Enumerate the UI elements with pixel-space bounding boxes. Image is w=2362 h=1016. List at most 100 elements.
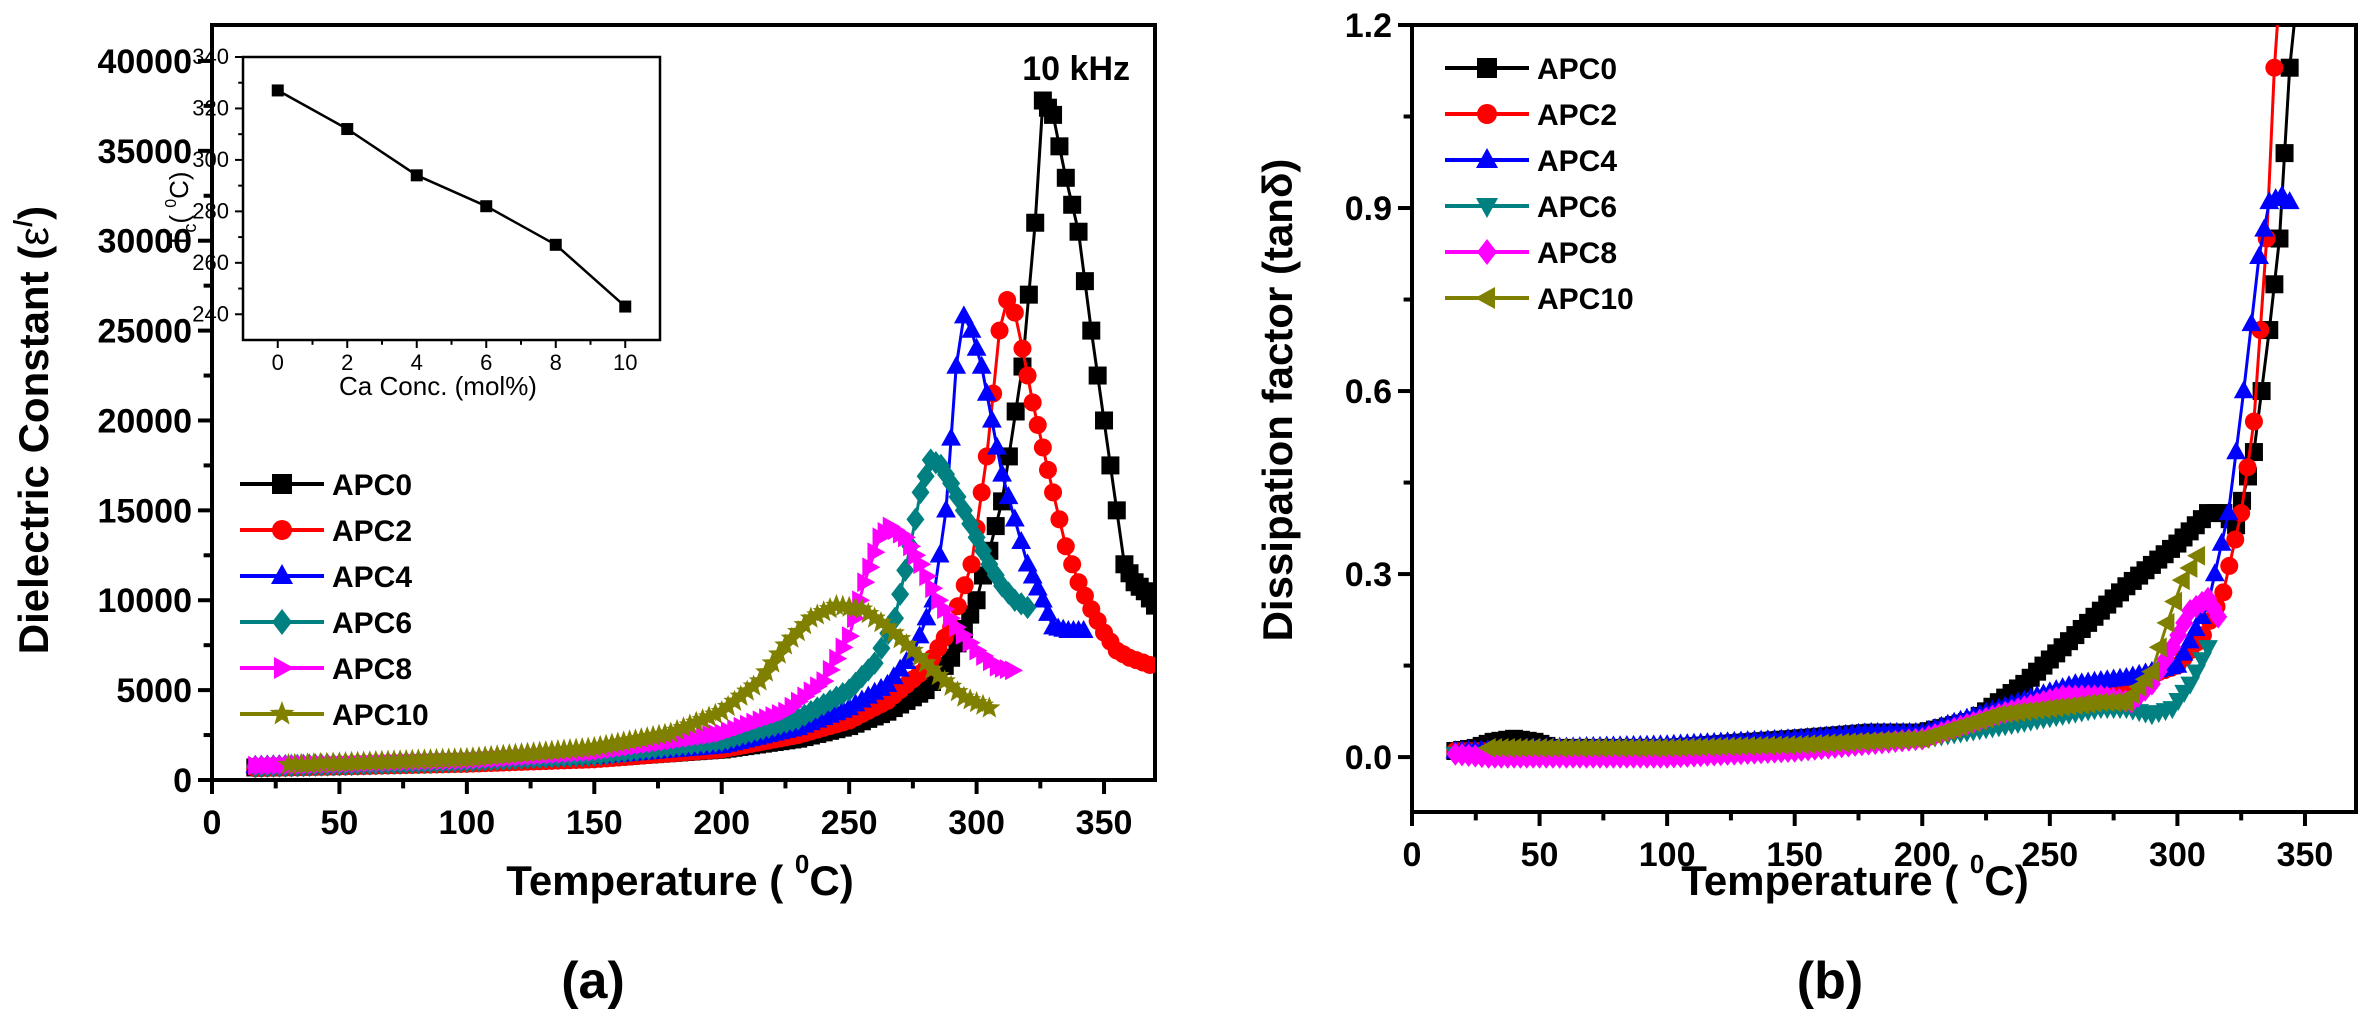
data-point [691,708,714,730]
data-point [2179,630,2200,649]
data-point [2249,246,2269,265]
data-point [827,685,846,710]
data-point [1146,596,1155,615]
data-point [410,169,423,182]
legend-item-apc6: APC6 [240,607,412,640]
legend-label: APC8 [1537,237,1617,270]
panel-b-caption: (b) [1797,952,1863,1010]
legend-marker [272,520,292,540]
inset-plot-area [241,55,662,342]
data-point [789,707,808,731]
data-point [816,671,835,692]
data-point [2198,640,2218,659]
data-point [723,689,746,711]
data-point [2233,380,2254,399]
legend-marker [1476,148,1498,168]
data-point [795,703,814,727]
inset-y-axis-title: Tc( 0C) [163,171,200,248]
data-point [480,200,493,213]
data-point [729,684,752,706]
y-tick-label: 0.3 [1345,556,1392,594]
y-tick-label: 0.0 [1345,739,1392,777]
data-point [1005,303,1024,322]
data-point [678,713,701,735]
data-point [659,721,682,743]
data-point [697,705,721,727]
legend-marker [1475,287,1495,309]
data-point [971,355,992,374]
x-tick-label: 350 [2277,836,2334,874]
data-point [998,486,1019,505]
legend-label: APC10 [332,699,429,732]
y-tick-label: 35000 [97,133,192,171]
data-point [927,664,950,686]
panel-a-series [245,91,1155,779]
data-point [990,321,1009,340]
x-tick-label: 0 [203,804,222,842]
data-point [987,436,1007,455]
data-point [1028,415,1047,434]
x-tick-label: 150 [1766,836,1823,874]
y-tick-label: 300 [192,147,229,172]
legend-label: APC0 [1537,53,1617,86]
y-tick-label: 240 [192,301,229,326]
data-point [2275,144,2294,163]
data-point [2280,58,2299,77]
panel-b-axes: 0 50 100 150 200 250 300 350 0.0 0.3 0.6 0.9 1.2 [1345,7,2334,874]
data-point [986,517,1005,536]
data-point [787,620,810,642]
legend-marker [272,474,292,494]
data-point [710,700,733,722]
data-point [916,607,937,626]
panel-a-x-axis-title: Temperature ( 0C) [506,849,853,904]
data-point [672,716,695,738]
data-point [908,645,931,667]
data-point [908,545,927,566]
data-point [895,633,918,655]
panel-a-axes: 0 50 100 150 200 250 300 3500500010000150002000… [97,43,1132,842]
data-point [2288,0,2306,3]
data-point [2181,598,2200,623]
data-point [1063,555,1082,574]
data-point [2187,545,2206,566]
data-point [981,409,1002,428]
x-tick-label: 6 [480,350,492,375]
x-tick-label: 10 [613,350,637,375]
data-point [954,498,973,523]
data-point [2180,676,2201,695]
x-tick-label: 50 [321,804,359,842]
legend-marker [271,564,293,584]
y-tick-label: 15000 [97,492,192,530]
data-point [1140,655,1155,674]
data-point [2270,0,2288,3]
series-line-tc [277,89,627,308]
data-point [2185,618,2206,637]
legend-marker [269,701,295,725]
data-point [852,664,871,689]
data-point [1044,483,1063,502]
data-point [619,300,632,313]
data-point [1095,411,1114,430]
data-point [2164,591,2183,612]
legend-item-apc0: APC0 [1445,53,1617,86]
data-point [953,305,974,324]
legend-item-apc4: APC4 [240,561,412,594]
data-point [933,669,956,691]
data-point [913,554,932,575]
data-point [850,597,873,619]
legend-item-apc2: APC2 [240,515,412,548]
data-point [1056,168,1075,187]
x-tick-label: 100 [438,804,495,842]
data-point [821,689,840,713]
data-point [833,682,852,706]
data-point [863,606,886,628]
data-point [1069,573,1088,592]
data-point [920,657,944,679]
series-apc10 [277,593,1001,775]
data-point [271,84,284,97]
data-point [993,574,1012,598]
data-point [704,702,727,724]
y-tick-label: 30000 [97,223,192,261]
x-tick-label: 100 [1639,836,1696,874]
